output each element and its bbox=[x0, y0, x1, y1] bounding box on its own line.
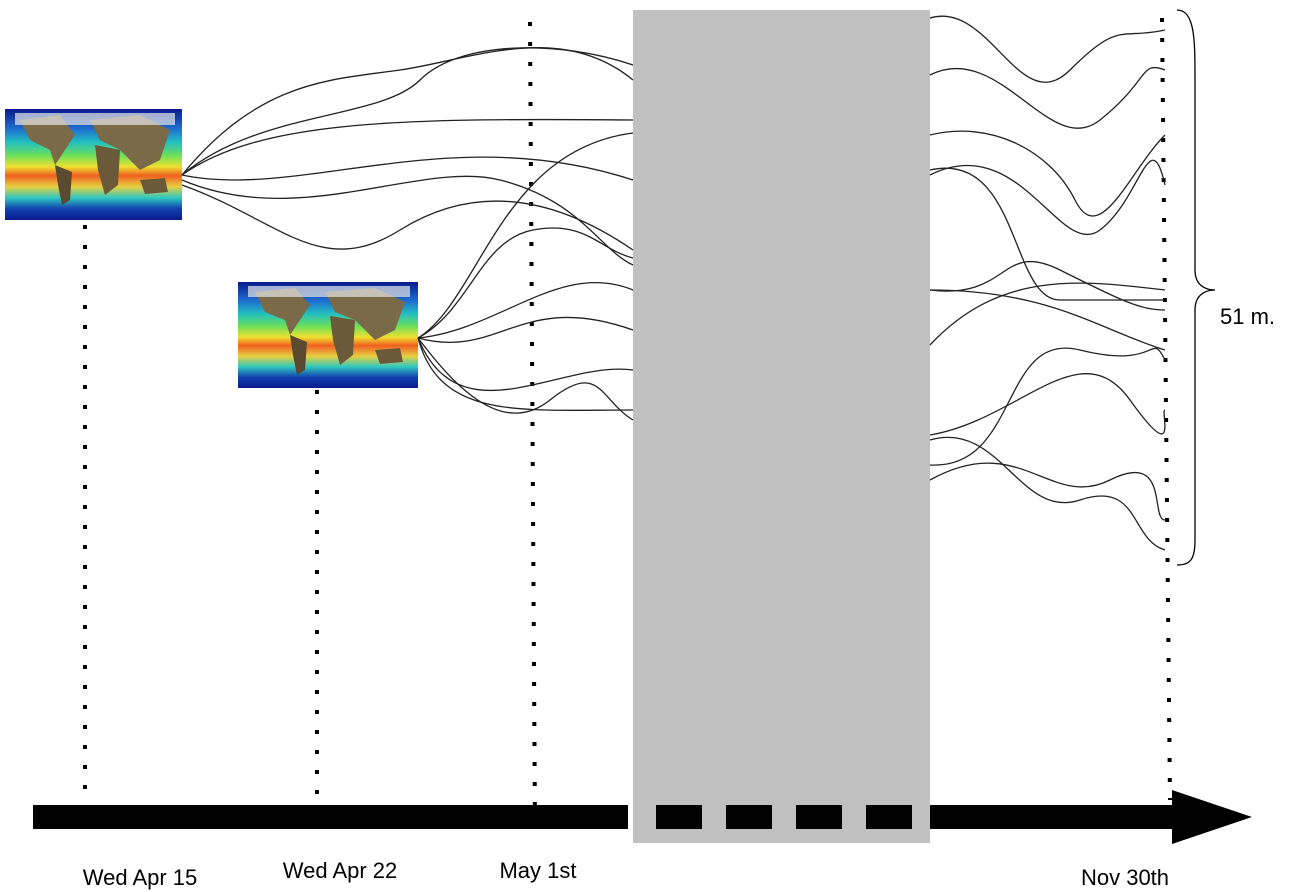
trajectory bbox=[930, 437, 1165, 550]
trajectory bbox=[930, 16, 1165, 82]
map-detail bbox=[248, 286, 410, 297]
trajectory bbox=[182, 48, 633, 175]
timeline-dash bbox=[866, 805, 912, 829]
date-label: Nov 30th bbox=[1081, 865, 1169, 890]
timeline-bar bbox=[33, 805, 628, 829]
timeline-dash bbox=[796, 805, 842, 829]
page: 51 m. Wed Apr 15 Wed Apr 22 May 1st Nov … bbox=[0, 0, 1304, 892]
date-label: Wed Apr 15 bbox=[83, 865, 198, 890]
skipped-period bbox=[633, 10, 930, 843]
ensemble-brace bbox=[1177, 10, 1215, 565]
trajectory bbox=[930, 290, 1165, 350]
timeline-dash bbox=[656, 805, 702, 829]
diagram: 51 m. Wed Apr 15 Wed Apr 22 May 1st Nov … bbox=[0, 0, 1304, 892]
trajectory bbox=[418, 338, 633, 390]
trajectory bbox=[930, 168, 1165, 300]
date-label: May 1st bbox=[499, 858, 576, 883]
forecast-map bbox=[5, 109, 182, 220]
date-guide bbox=[530, 22, 535, 830]
trajectory bbox=[930, 67, 1165, 128]
timeline-bar bbox=[930, 805, 1175, 829]
trajectory bbox=[418, 338, 633, 420]
date-label: Wed Apr 22 bbox=[283, 858, 398, 883]
map-detail bbox=[375, 348, 403, 364]
trajectory bbox=[182, 120, 633, 175]
ensemble-size-label: 51 m. bbox=[1220, 304, 1275, 329]
trajectory bbox=[182, 48, 633, 175]
trajectory bbox=[182, 185, 633, 250]
trajectory bbox=[930, 374, 1165, 435]
trajectories-end bbox=[930, 16, 1165, 550]
forecast-map bbox=[238, 282, 418, 388]
timeline-dash bbox=[726, 805, 772, 829]
map-detail bbox=[140, 178, 168, 194]
date-guide bbox=[1162, 18, 1170, 800]
trajectory bbox=[418, 133, 633, 338]
trajectory bbox=[930, 348, 1165, 465]
trajectory bbox=[930, 283, 1165, 345]
trajectory bbox=[182, 176, 633, 265]
trajectory bbox=[418, 317, 633, 342]
trajectory bbox=[182, 157, 633, 180]
map-detail bbox=[15, 113, 175, 125]
timeline-arrowhead bbox=[1172, 790, 1252, 844]
trajectory bbox=[930, 131, 1165, 216]
trajectory bbox=[418, 338, 633, 410]
